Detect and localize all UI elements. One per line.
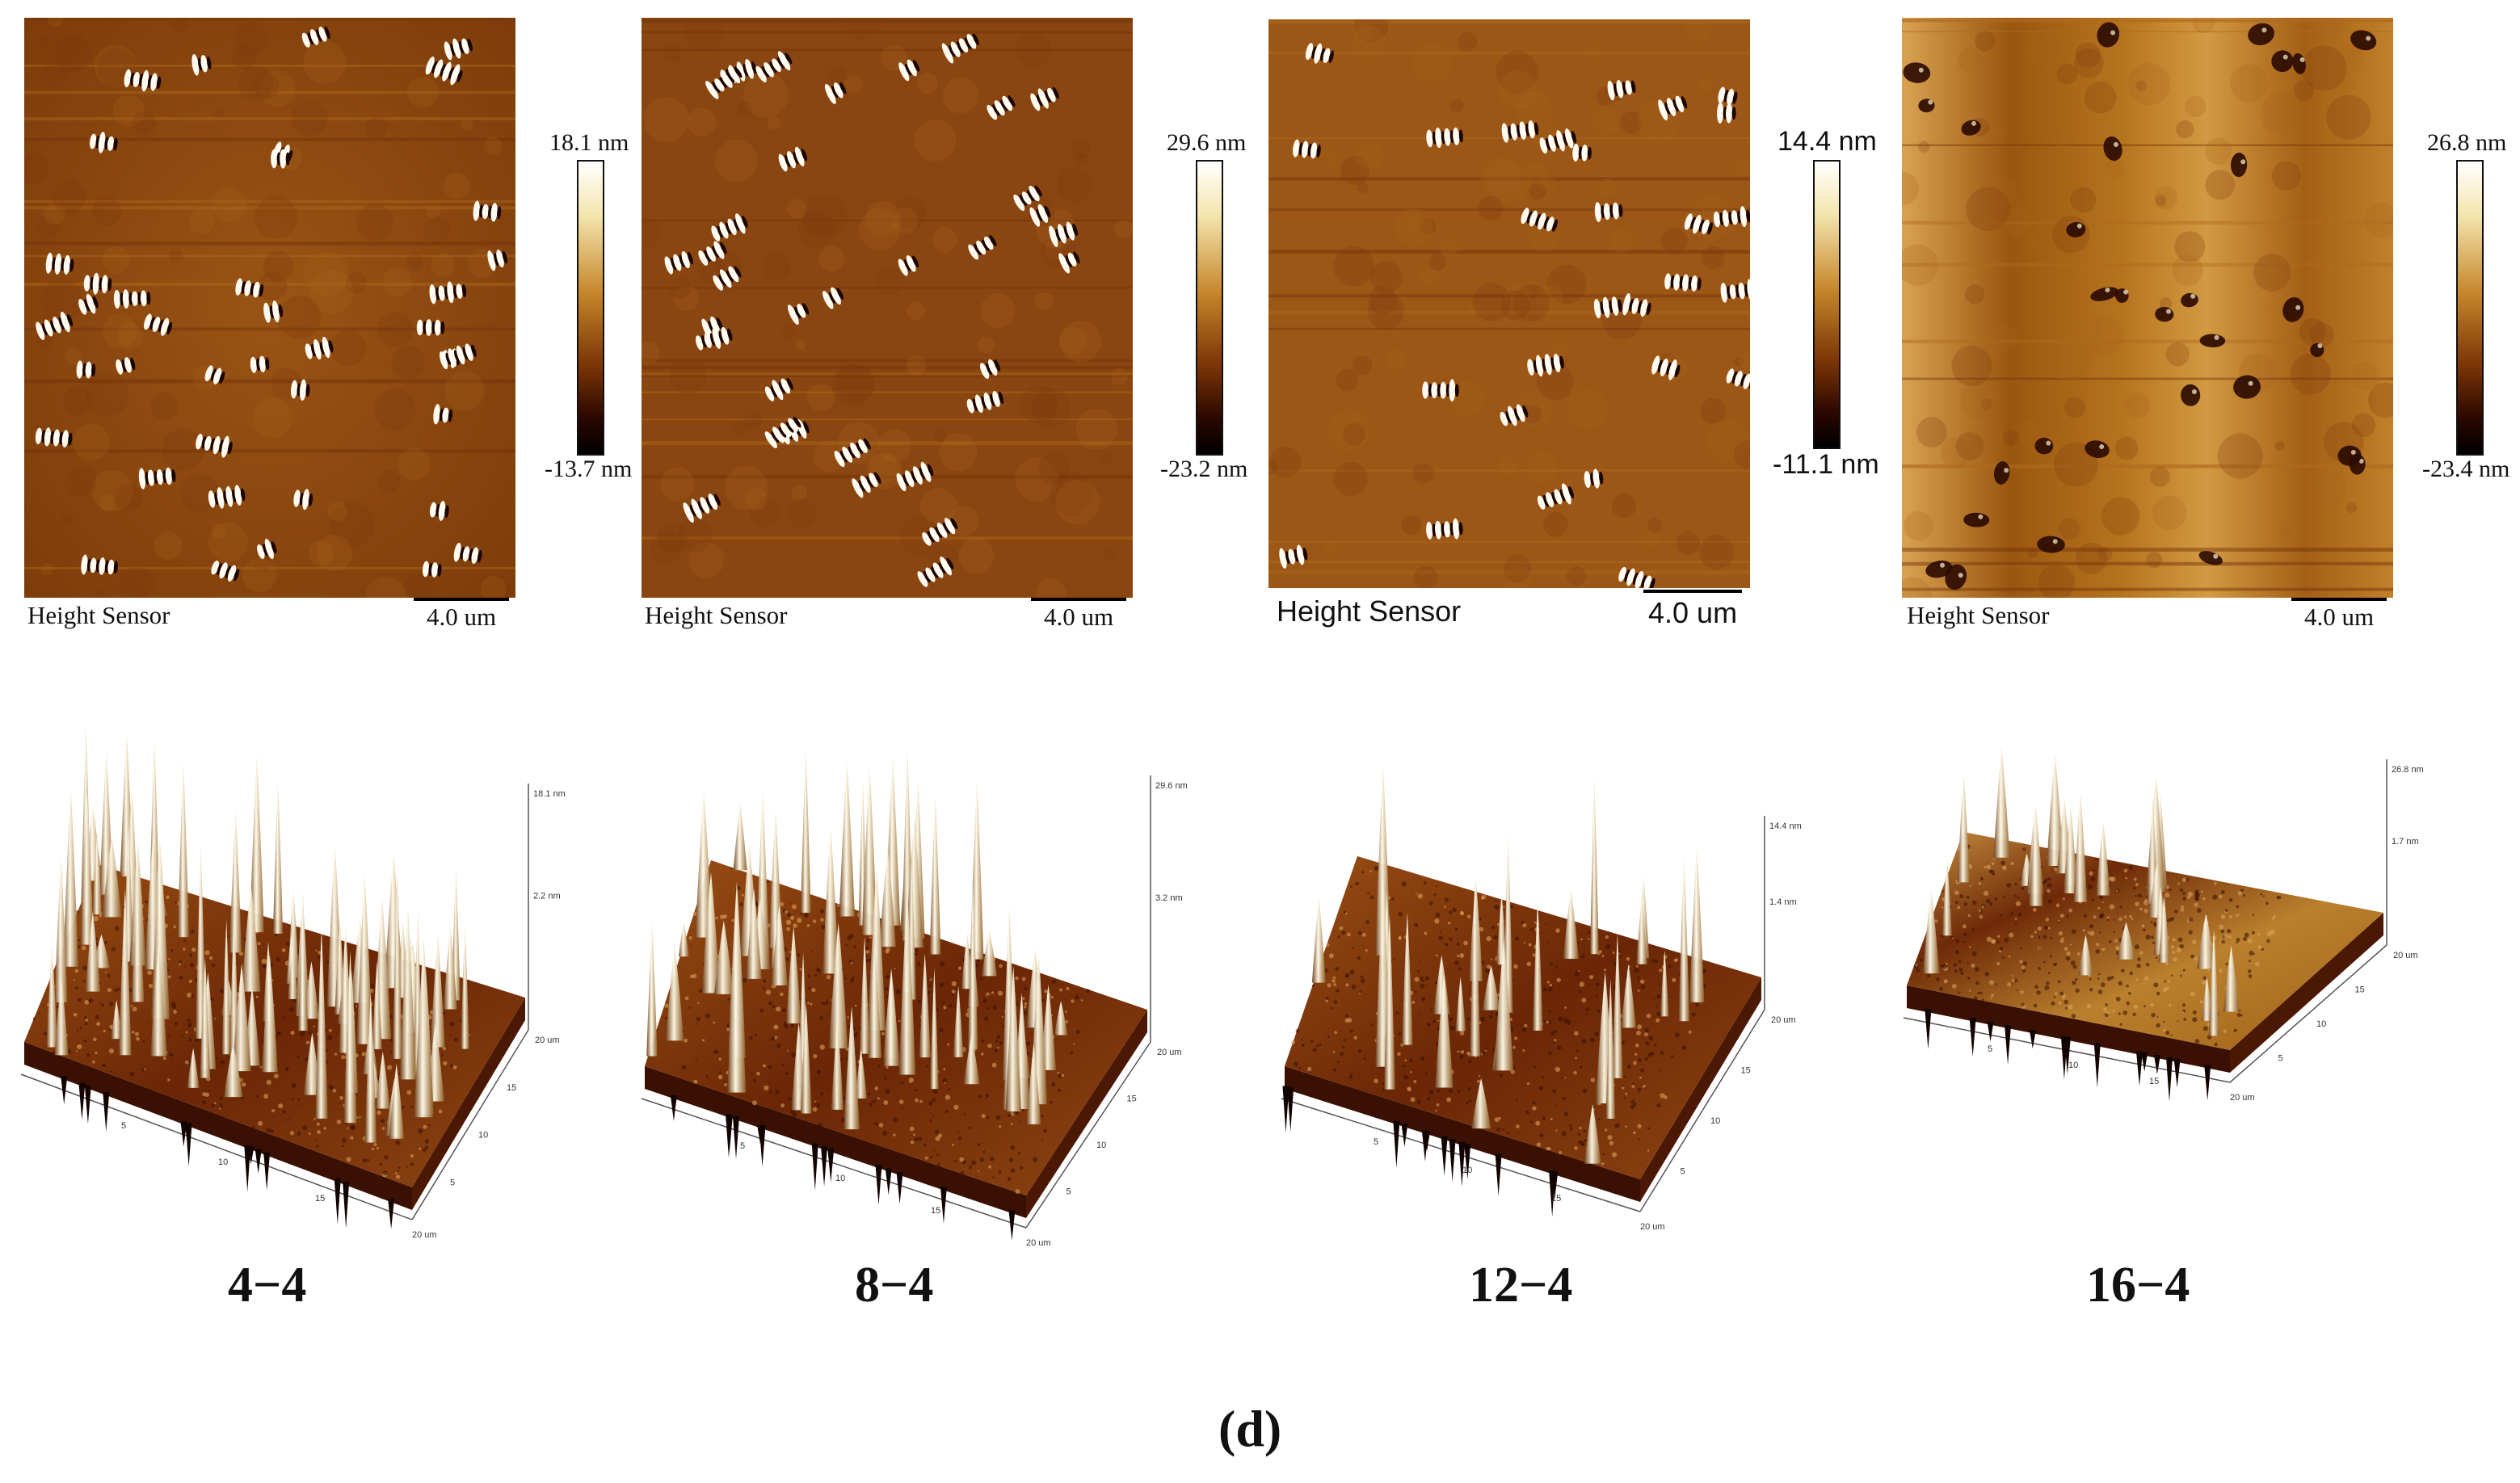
color-scale-bar-3 — [1813, 160, 1841, 449]
svg-text:20 um: 20 um — [1157, 1048, 1182, 1057]
svg-text:15: 15 — [2355, 985, 2365, 995]
svg-text:10: 10 — [1710, 1116, 1720, 1126]
height-sensor-caption-1: Height Sensor — [27, 601, 170, 629]
svg-text:20 um: 20 um — [1640, 1222, 1665, 1232]
height-map-svg-2 — [642, 18, 1133, 598]
svg-text:5: 5 — [1988, 1044, 1992, 1054]
scale-bar-2 — [1031, 598, 1126, 601]
scale-min-label-3: -11.1 nm — [1773, 449, 1879, 480]
scale-min-label-2: -23.2 nm — [1160, 456, 1248, 482]
svg-text:10: 10 — [2068, 1061, 2078, 1070]
svg-text:5: 5 — [740, 1141, 745, 1151]
height-map-image-1 — [24, 18, 515, 598]
svg-text:15: 15 — [1127, 1094, 1137, 1104]
scale-bar-1 — [414, 598, 509, 601]
svg-text:20 um: 20 um — [412, 1230, 437, 1240]
svg-text:15: 15 — [1741, 1066, 1751, 1076]
svg-text:15: 15 — [931, 1206, 940, 1216]
color-scale-bar-1 — [577, 160, 604, 456]
scale-max-label-4: 26.8 nm — [2427, 129, 2507, 156]
afm-3d-svg-2: 29.6 nm 3.2 nm 5 10 15 20 um 5 10 15 20 um — [641, 747, 1188, 1248]
scale-max-label-3: 14.4 nm — [1777, 126, 1877, 157]
svg-text:10: 10 — [2316, 1019, 2326, 1029]
svg-text:5: 5 — [1066, 1187, 1071, 1197]
svg-text:15: 15 — [507, 1083, 516, 1093]
svg-text:10: 10 — [835, 1174, 845, 1183]
svg-text:20 um: 20 um — [535, 1036, 560, 1045]
color-scale-bar-4 — [2456, 160, 2484, 456]
scale-bar-label-2: 4.0 um — [1044, 603, 1114, 631]
sample-label-4: 16−4 — [2086, 1258, 2190, 1313]
sample-label-2: 8−4 — [855, 1258, 934, 1313]
height-map-image-2 — [642, 18, 1133, 598]
height-map-image-3 — [1268, 19, 1750, 588]
figure-panel-label: (d) — [1218, 1400, 1282, 1457]
afm-3d-view-3: 14.4 nm 1.4 nm 5 10 15 20 um 5 10 15 20 um — [1260, 751, 1874, 1252]
scale-bar-label-3: 4.0 um — [1648, 596, 1738, 629]
svg-text:10: 10 — [1096, 1141, 1106, 1150]
afm-3d-view-4: 26.8 nm 1.7 nm 5 10 15 20 um 5 10 15 20 um — [1883, 743, 2505, 1228]
height-sensor-caption-3: Height Sensor — [1277, 594, 1462, 628]
svg-text:20 um: 20 um — [2230, 1093, 2255, 1103]
svg-text:3.2 nm: 3.2 nm — [1155, 893, 1183, 903]
afm-3d-view-1: 18.1 nm 2.2 nm 5 10 15 20 um 5 10 15 20 um — [0, 724, 614, 1244]
height-map-svg-1 — [24, 18, 515, 598]
scale-max-label-1: 18.1 nm — [549, 129, 629, 156]
svg-text:26.8 nm: 26.8 nm — [2392, 765, 2424, 775]
afm-3d-svg-3: 14.4 nm 1.4 nm 5 10 15 20 um 5 10 15 20 um — [1281, 764, 1802, 1232]
height-map-svg-3 — [1268, 19, 1750, 588]
svg-text:20 um: 20 um — [1771, 1015, 1796, 1025]
svg-text:20 um: 20 um — [2393, 951, 2418, 960]
svg-text:2.2 nm: 2.2 nm — [533, 892, 561, 901]
afm-3d-svg-4: 26.8 nm 1.7 nm 5 10 15 20 um 5 10 15 20 um — [1903, 747, 2424, 1103]
height-map-svg-4 — [1902, 18, 2393, 598]
scale-min-label-4: -23.4 nm — [2422, 456, 2510, 482]
svg-text:1.4 nm: 1.4 nm — [1769, 897, 1797, 907]
svg-text:10: 10 — [478, 1131, 488, 1141]
color-scale-bar-2 — [1196, 160, 1223, 456]
svg-text:5: 5 — [121, 1121, 126, 1131]
height-map-image-4 — [1902, 18, 2393, 598]
svg-text:29.6 nm: 29.6 nm — [1155, 781, 1188, 791]
sample-label-1: 4−4 — [228, 1258, 307, 1313]
svg-text:10: 10 — [218, 1157, 228, 1167]
svg-text:15: 15 — [2149, 1077, 2159, 1086]
height-sensor-caption-2: Height Sensor — [645, 601, 788, 629]
scale-bar-label-4: 4.0 um — [2304, 603, 2375, 631]
svg-text:15: 15 — [1551, 1194, 1561, 1204]
scale-bar-3 — [1643, 590, 1742, 593]
scale-max-label-2: 29.6 nm — [1167, 129, 1247, 156]
svg-text:10: 10 — [1462, 1166, 1472, 1175]
svg-text:5: 5 — [2278, 1054, 2283, 1064]
sample-label-3: 12−4 — [1469, 1258, 1573, 1313]
svg-text:18.1 nm: 18.1 nm — [533, 789, 566, 799]
afm-3d-view-2: 29.6 nm 3.2 nm 5 10 15 20 um 5 10 15 20 um — [622, 719, 1236, 1252]
svg-text:20 um: 20 um — [1026, 1238, 1051, 1248]
height-sensor-caption-4: Height Sensor — [1907, 601, 2050, 629]
svg-text:14.4 nm: 14.4 nm — [1769, 821, 1802, 831]
svg-text:5: 5 — [1374, 1137, 1378, 1147]
afm-3d-svg-1: 18.1 nm 2.2 nm 5 10 15 20 um 5 10 15 20 um — [20, 724, 566, 1240]
scale-min-label-1: -13.7 nm — [545, 456, 633, 482]
scale-bar-4 — [2291, 598, 2387, 601]
svg-text:15: 15 — [315, 1194, 325, 1204]
svg-text:5: 5 — [450, 1178, 455, 1187]
svg-text:1.7 nm: 1.7 nm — [2392, 837, 2419, 847]
svg-text:5: 5 — [1681, 1167, 1685, 1177]
scale-bar-label-1: 4.0 um — [427, 603, 497, 631]
